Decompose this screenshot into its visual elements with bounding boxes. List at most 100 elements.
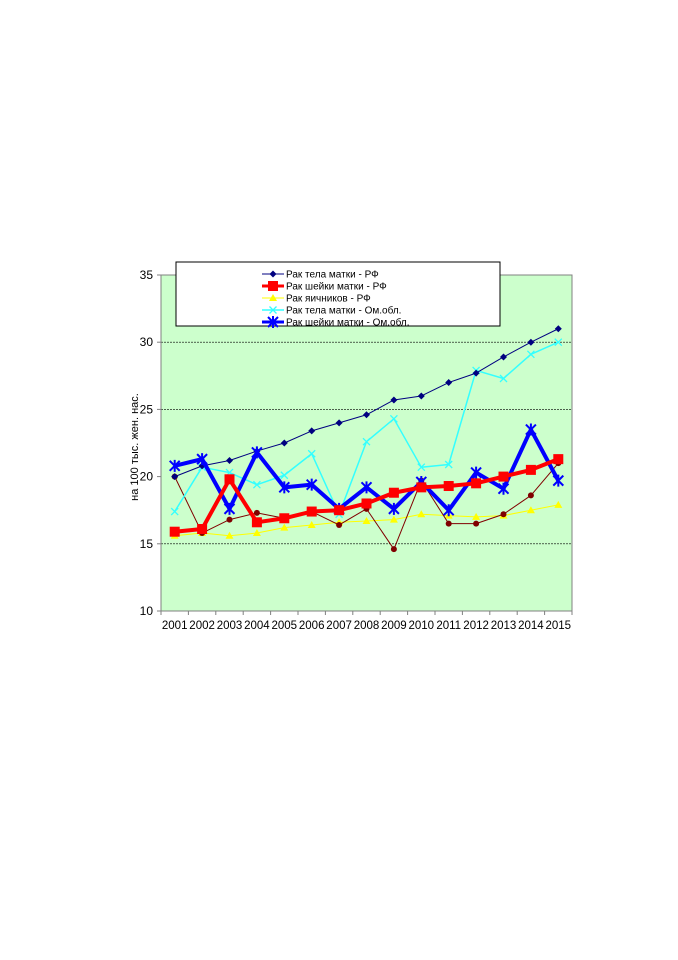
data-point [306, 506, 317, 517]
legend-label: Рак шейки матки - РФ [286, 282, 387, 293]
data-point [305, 478, 318, 491]
data-point [417, 463, 426, 472]
data-point [388, 487, 399, 498]
data-point [527, 492, 534, 499]
legend-label: Рак тела матки - Ом.обл. [286, 305, 401, 317]
y-tick-label: 10 [140, 604, 154, 618]
data-point [497, 482, 510, 495]
y-tick-labels: 10 15 20 25 30 35 [140, 268, 161, 618]
x-tick-label: 2011 [436, 620, 461, 632]
data-point [444, 460, 453, 469]
data-point [279, 513, 290, 524]
data-point [196, 453, 208, 466]
legend-label: Рак яичников - РФ [286, 294, 371, 305]
data-point [526, 350, 535, 359]
data-point [443, 481, 454, 492]
data-point [171, 473, 179, 481]
y-tick-label: 25 [140, 402, 154, 416]
data-point [416, 482, 427, 493]
data-point [554, 338, 563, 347]
legend-marker [269, 294, 277, 301]
y-tick-label: 30 [140, 335, 154, 349]
data-point [388, 502, 400, 515]
legend-entry: Рак шейки матки - Ом.обл. [262, 316, 410, 329]
y-tick-label: 15 [140, 537, 154, 551]
data-point [473, 520, 480, 527]
data-point [197, 524, 208, 535]
data-point [472, 369, 480, 377]
axes [160, 275, 572, 612]
x-tick-label: 2012 [463, 620, 489, 632]
data-point [527, 338, 535, 346]
data-point [335, 419, 343, 427]
legend-marker [269, 270, 277, 278]
x-tick-labels: 2001 2002 2003 2004 2005 2006 2007 2008 2009 2010… [160, 611, 573, 632]
data-point [390, 546, 397, 553]
x-tick-label: 2004 [244, 620, 270, 632]
legend-marker [267, 316, 279, 328]
legend-entry: Рак яичников - РФ [262, 294, 371, 305]
y-tick-label: 20 [140, 470, 154, 484]
data-point [252, 529, 261, 537]
x-tick-label: 2006 [299, 620, 325, 632]
legend-entry: Рак тела матки - Ом.обл. [262, 305, 401, 317]
data-point [389, 515, 398, 523]
data-point [280, 471, 289, 480]
data-point [417, 510, 426, 518]
data-point [554, 325, 562, 333]
data-point [252, 480, 261, 489]
data-point [251, 446, 263, 459]
x-tick-label: 2013 [491, 620, 517, 632]
series-layer [168, 325, 565, 553]
data-point [361, 498, 372, 509]
series-1 [169, 454, 564, 537]
data-point [472, 512, 481, 520]
x-tick-label: 2001 [162, 620, 188, 632]
data-point [226, 456, 233, 464]
data-point [470, 466, 482, 479]
data-point [308, 427, 316, 435]
data-point [224, 474, 235, 485]
data-point [169, 526, 180, 537]
data-point [525, 464, 536, 475]
data-point [307, 449, 316, 458]
data-point [362, 516, 371, 524]
y-tick-label: 35 [140, 268, 154, 282]
data-point [498, 471, 509, 482]
data-point [360, 481, 373, 494]
data-point [445, 520, 452, 527]
x-tick-label: 2002 [189, 620, 215, 632]
data-point [552, 474, 565, 487]
x-tick-label: 2009 [381, 620, 407, 632]
x-tick-label: 2003 [217, 620, 243, 632]
data-point [278, 481, 291, 494]
data-point [499, 374, 508, 383]
series-3 [170, 338, 563, 519]
y-axis-label: на 100 тыс. жен. нас. [129, 393, 141, 501]
data-point [362, 437, 371, 446]
data-point [223, 502, 236, 515]
data-point [554, 500, 563, 508]
data-point [553, 454, 564, 465]
legend-entry: Рак шейки матки - РФ [262, 281, 387, 293]
legend-marker [268, 281, 278, 291]
data-point [225, 531, 234, 539]
data-point [170, 507, 179, 516]
data-point [336, 521, 343, 528]
data-point [526, 506, 535, 514]
data-point [226, 516, 233, 523]
data-point [251, 517, 262, 528]
data-point [280, 523, 289, 531]
data-point [442, 504, 455, 517]
data-point [168, 459, 181, 472]
data-point [390, 396, 398, 404]
legend-label: Рак тела матки - РФ [286, 270, 379, 281]
data-point [500, 353, 507, 361]
data-point [471, 478, 482, 489]
data-point [389, 414, 398, 423]
data-point [417, 392, 425, 400]
data-point [307, 520, 316, 528]
legend-box [175, 261, 501, 327]
